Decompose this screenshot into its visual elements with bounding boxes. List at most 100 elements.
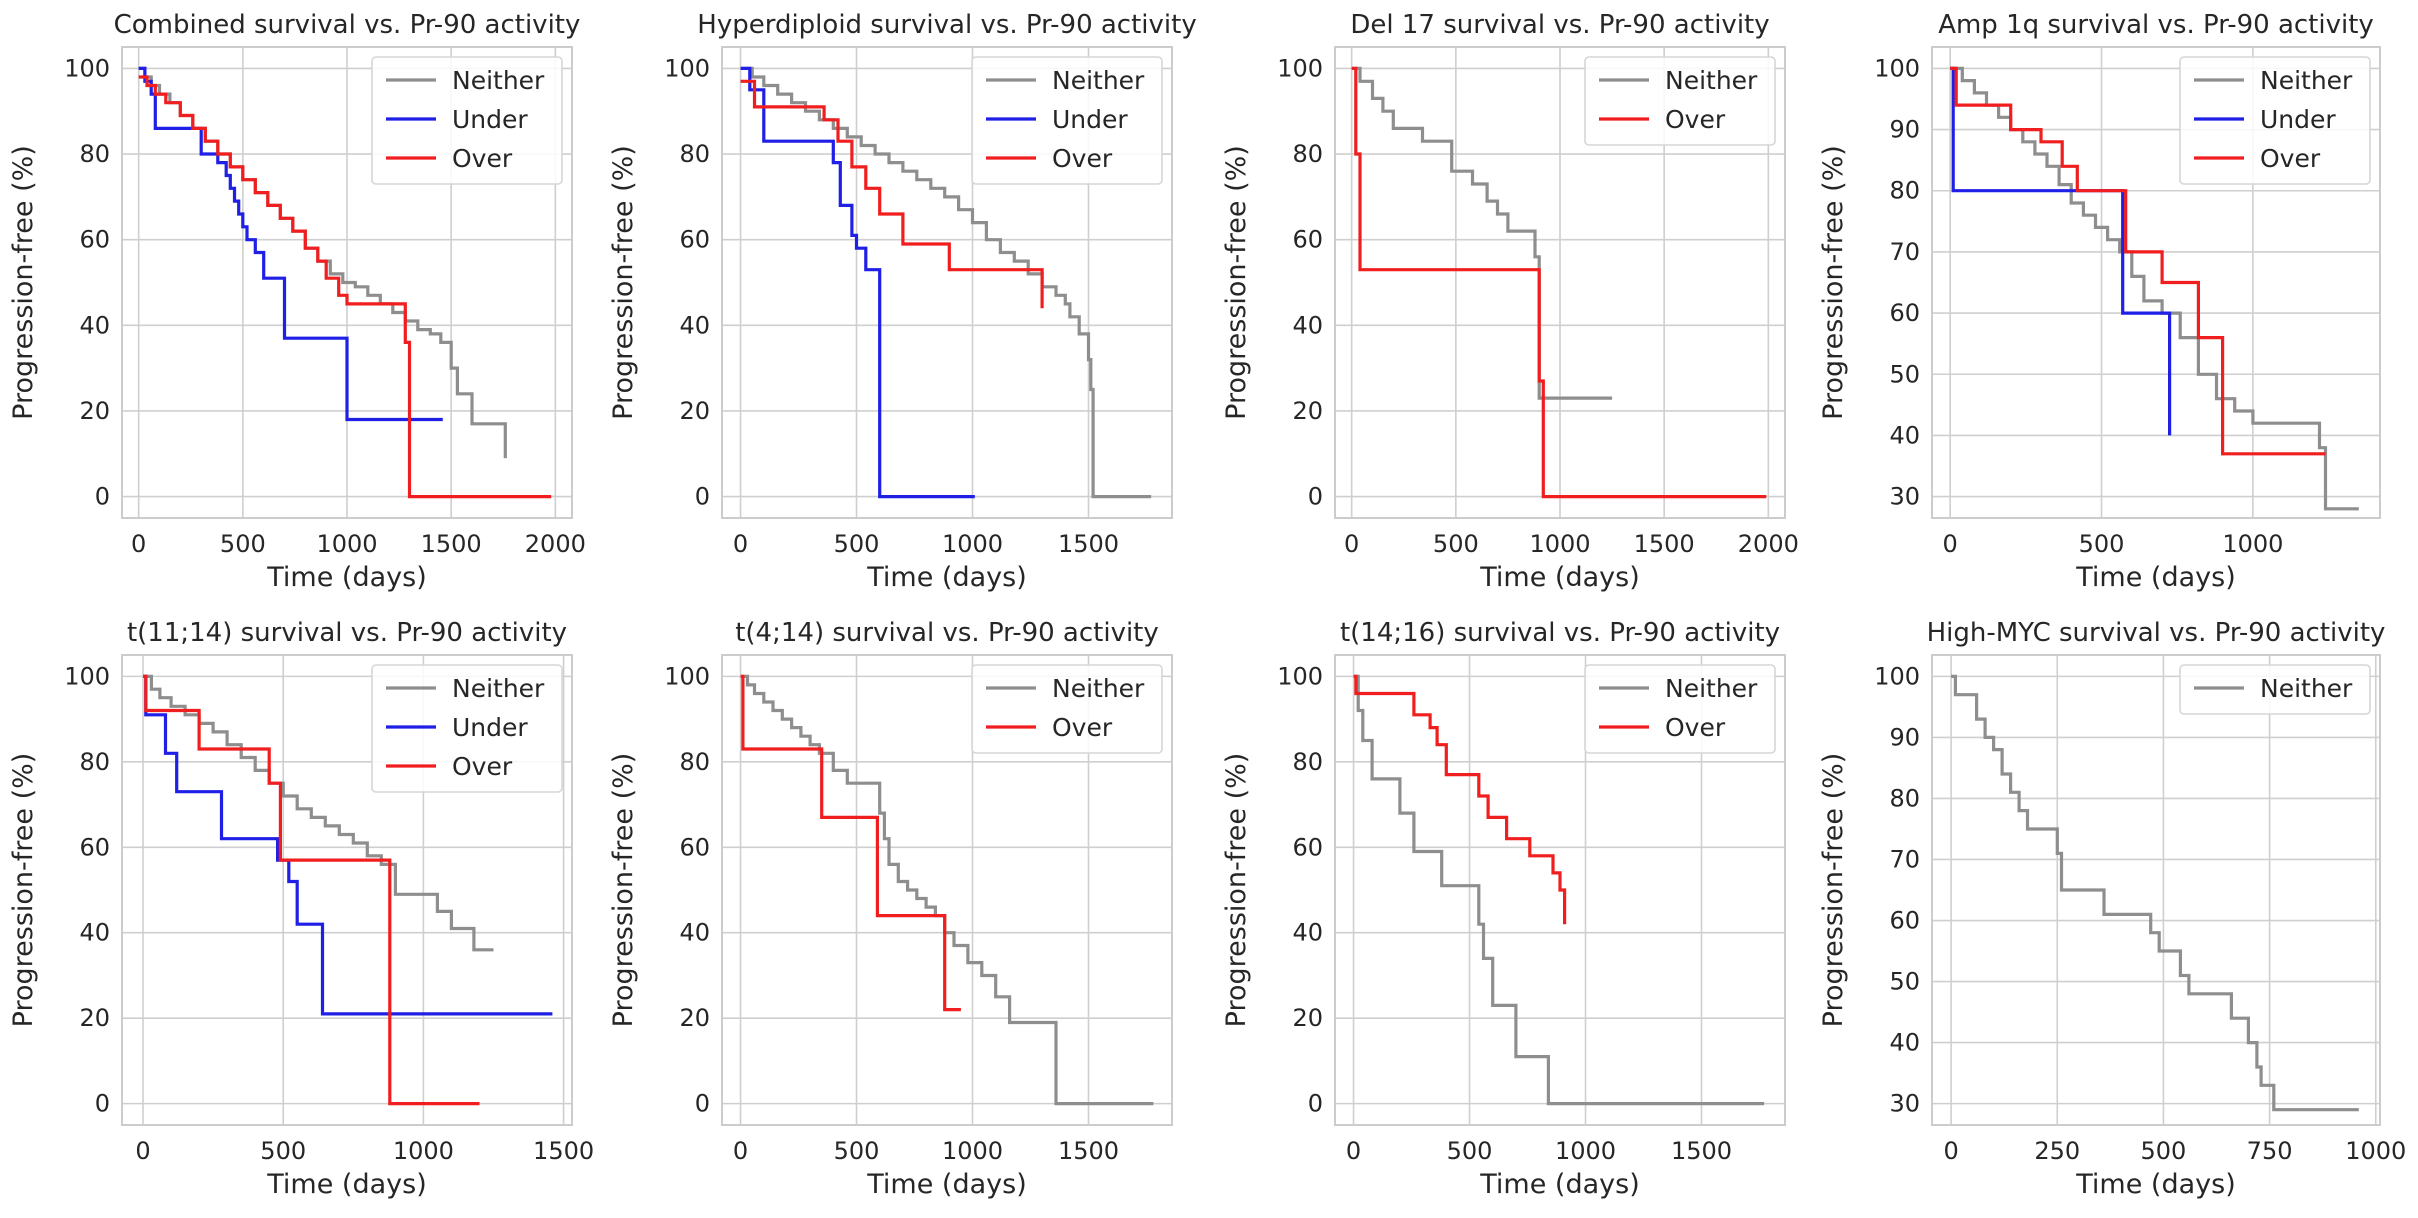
axes-frame xyxy=(1931,654,2381,1126)
y-tick-label: 90 xyxy=(1889,116,1920,144)
y-tick-label: 0 xyxy=(95,483,110,511)
x-axis-label: Time (days) xyxy=(866,562,1026,593)
legend-label-under: Under xyxy=(452,105,528,134)
y-tick-label: 100 xyxy=(664,54,710,82)
x-tick-label: 2000 xyxy=(525,530,586,558)
chart-title: Del 17 survival vs. Pr-90 activity xyxy=(1350,10,1769,40)
axes-frame xyxy=(1334,46,1786,519)
curves xyxy=(1950,66,2359,511)
curves xyxy=(1951,674,2359,1112)
y-tick-label: 60 xyxy=(1292,226,1323,254)
y-axis-label: Progression-free (%) xyxy=(1221,145,1252,420)
series-neither-line xyxy=(143,674,494,952)
series-over-line xyxy=(1353,674,1567,925)
y-tick-label: 20 xyxy=(1292,1004,1323,1032)
legend-label-over: Over xyxy=(452,144,513,173)
y-tick-label: 80 xyxy=(1889,784,1920,812)
x-tick-label: 1000 xyxy=(942,1137,1003,1165)
y-tick-label: 40 xyxy=(79,919,110,947)
series-neither-line xyxy=(1950,66,2359,511)
y-tick-label: 80 xyxy=(1889,177,1920,205)
y-tick-label: 0 xyxy=(695,483,710,511)
x-tick-label: 0 xyxy=(733,530,748,558)
x-tick-label: 1000 xyxy=(393,1137,454,1165)
y-tick-label: 70 xyxy=(1889,845,1920,873)
y-tick-label: 60 xyxy=(1292,833,1323,861)
legend: Neither Under Over xyxy=(371,56,563,185)
x-axis-label: Time (days) xyxy=(2075,1169,2235,1200)
x-tick-label: 2000 xyxy=(1738,530,1799,558)
series-neither-line xyxy=(1951,674,2359,1112)
x-tick-label: 500 xyxy=(1447,1137,1493,1165)
series-under-line xyxy=(740,66,975,499)
curves xyxy=(143,674,553,1106)
x-tick-label: 1000 xyxy=(316,530,377,558)
x-axis-label: Time (days) xyxy=(866,1169,1026,1200)
x-axis-label: Time (days) xyxy=(1479,562,1639,593)
legend-box xyxy=(971,56,1163,185)
legend-label-over: Over xyxy=(2260,144,2321,173)
x-axis-label: Time (days) xyxy=(2075,562,2235,593)
y-tick-label: 30 xyxy=(1889,1090,1920,1118)
axes-frame xyxy=(121,654,573,1126)
legend: Neither Under Over xyxy=(971,56,1163,185)
y-tick-label: 0 xyxy=(1308,1090,1323,1118)
series-over-line xyxy=(143,674,480,1106)
chart-title: Hyperdiploid survival vs. Pr-90 activity xyxy=(697,10,1196,40)
y-tick-label: 100 xyxy=(64,54,110,82)
x-tick-label: 250 xyxy=(2034,1137,2080,1165)
x-tick-label: 1500 xyxy=(1634,530,1695,558)
chart-title: t(4;14) survival vs. Pr-90 activity xyxy=(735,618,1159,648)
x-tick-label: 500 xyxy=(834,530,880,558)
x-tick-label: 500 xyxy=(220,530,266,558)
x-tick-label: 1000 xyxy=(1529,530,1590,558)
y-tick-label: 0 xyxy=(95,1090,110,1118)
y-tick-label: 60 xyxy=(1889,299,1920,327)
legend-label-under: Under xyxy=(2260,105,2336,134)
legend: Neither Over xyxy=(1584,664,1776,754)
curves xyxy=(740,674,1154,1106)
legend-label-neither: Neither xyxy=(452,66,545,95)
legend-box xyxy=(2179,56,2371,185)
curves xyxy=(138,66,552,499)
y-tick-label: 40 xyxy=(79,311,110,339)
x-tick-label: 0 xyxy=(135,1137,150,1165)
x-tick-label: 0 xyxy=(1346,1137,1361,1165)
x-tick-label: 1000 xyxy=(942,530,1003,558)
chart-title: t(14;16) survival vs. Pr-90 activity xyxy=(1340,618,1780,648)
y-tick-label: 20 xyxy=(1292,397,1323,425)
x-tick-label: 1000 xyxy=(1555,1137,1616,1165)
y-tick-label: 100 xyxy=(1874,54,1920,82)
legend-box xyxy=(371,664,563,793)
y-axis-label: Progression-free (%) xyxy=(8,145,39,420)
y-tick-label: 60 xyxy=(679,833,710,861)
x-tick-label: 0 xyxy=(733,1137,748,1165)
x-tick-label: 500 xyxy=(1433,530,1479,558)
series-neither-line xyxy=(1353,674,1765,1106)
legend: Neither Over xyxy=(971,664,1163,754)
y-tick-label: 80 xyxy=(679,748,710,776)
legend-label-neither: Neither xyxy=(1665,66,1758,95)
y-tick-label: 60 xyxy=(79,226,110,254)
axes-frame xyxy=(721,46,1173,519)
grid xyxy=(722,655,1172,1125)
legend-label-neither: Neither xyxy=(1052,66,1145,95)
chart-title: t(11;14) survival vs. Pr-90 activity xyxy=(127,618,567,648)
y-tick-label: 100 xyxy=(664,662,710,690)
y-axis-label: Progression-free (%) xyxy=(608,753,639,1028)
subplot-6: 0 500 1000 1500 0 20 40 60 80 100 t(4;14) survival… xyxy=(608,618,1173,1200)
chart-title: Amp 1q survival vs. Pr-90 activity xyxy=(1938,10,2374,40)
legend-label-over: Over xyxy=(1665,713,1726,742)
y-tick-label: 60 xyxy=(679,226,710,254)
y-axis-label: Progression-free (%) xyxy=(8,753,39,1028)
y-tick-label: 40 xyxy=(679,311,710,339)
curves xyxy=(1351,66,1767,499)
curves xyxy=(1353,674,1765,1106)
y-tick-label: 80 xyxy=(79,140,110,168)
legend-label-neither: Neither xyxy=(2260,674,2353,703)
grid xyxy=(1932,655,2380,1125)
y-tick-label: 40 xyxy=(1889,421,1920,449)
legend-label-over: Over xyxy=(1665,105,1726,134)
series-over-line xyxy=(740,79,1044,309)
